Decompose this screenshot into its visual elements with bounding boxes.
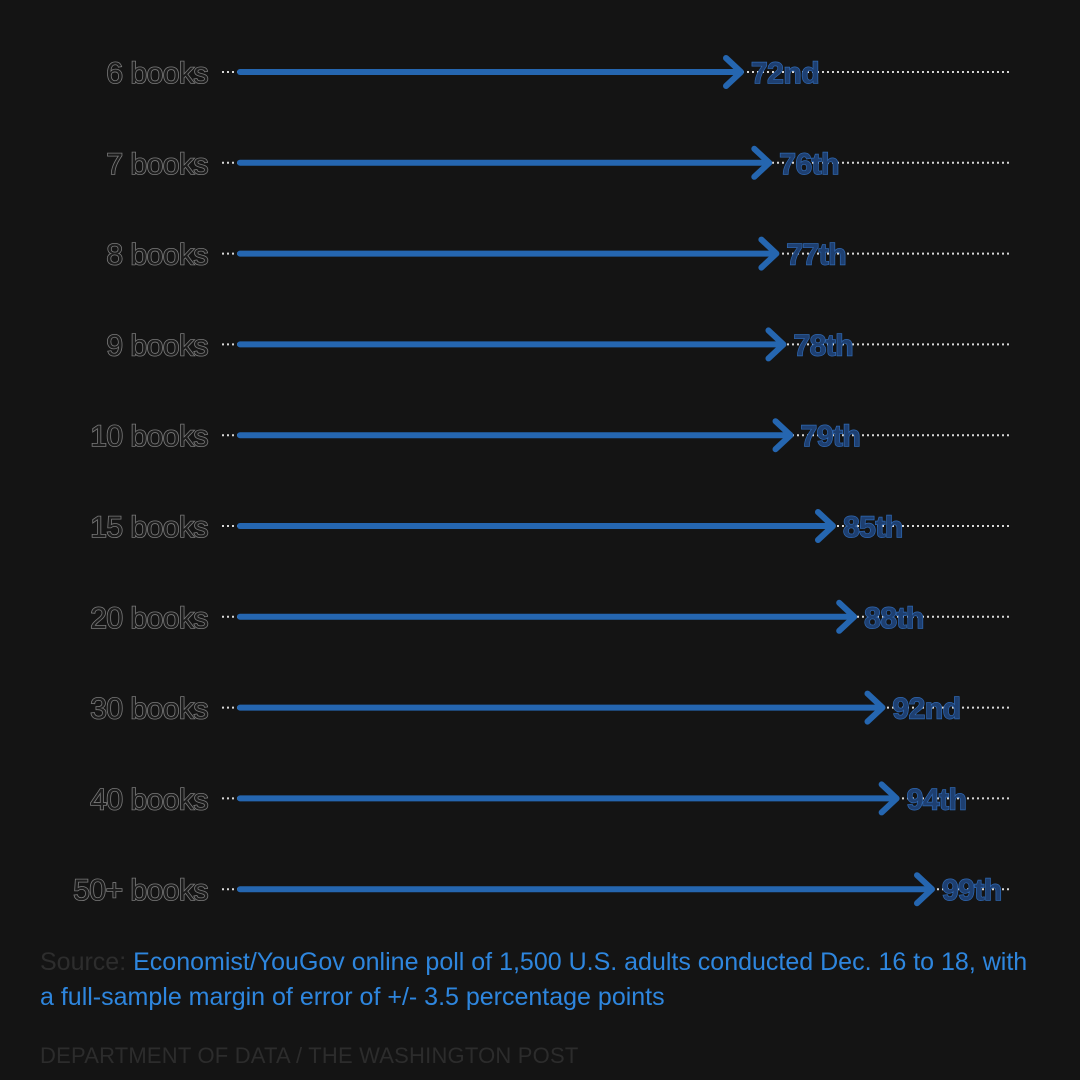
value-label: 79th xyxy=(801,420,861,453)
category-label: 10 books xyxy=(90,420,208,453)
value-label: 92nd xyxy=(892,693,960,726)
category-label: 30 books xyxy=(90,693,208,726)
arrowhead xyxy=(723,55,744,89)
arrowhead xyxy=(814,509,836,543)
source-prefix: Source: xyxy=(40,948,134,976)
chart-row: 30 books 92nd xyxy=(89,690,1012,726)
arrowhead xyxy=(836,599,858,634)
category-label: 9 books xyxy=(106,329,208,362)
value-label: 94th xyxy=(907,783,967,816)
value-label: 72nd xyxy=(751,57,819,90)
chart-row: 15 books 85th xyxy=(89,509,1012,545)
source-text: Economist/YouGov online poll of 1,500 U.… xyxy=(40,948,1028,1011)
category-label: 15 books xyxy=(90,511,208,544)
chart-row: 6 books 72nd xyxy=(106,55,1012,91)
arrowhead xyxy=(758,236,780,271)
chart-row: 50+ books 99th xyxy=(72,872,1012,908)
arrowhead xyxy=(765,327,787,362)
value-label: 78th xyxy=(793,329,853,362)
arrow-chart: 6 books 72nd 7 books 76th 8 books 77th 9 books… xyxy=(72,55,1012,908)
value-label: 77th xyxy=(786,239,846,272)
chart-row: 7 books 76th xyxy=(106,145,1012,182)
category-label: 40 books xyxy=(90,783,208,816)
category-label: 8 books xyxy=(106,239,208,272)
chart-row: 20 books 88th xyxy=(89,599,1012,636)
category-label: 50+ books xyxy=(73,874,208,907)
arrowhead xyxy=(772,418,794,453)
arrowhead xyxy=(914,872,935,907)
arrowhead xyxy=(864,690,886,725)
category-label: 6 books xyxy=(106,57,208,90)
value-label: 88th xyxy=(864,602,924,635)
value-label: 99th xyxy=(942,874,1002,907)
chart-row: 8 books 77th xyxy=(106,236,1012,272)
category-label: 7 books xyxy=(106,148,208,181)
credit-line: DEPARTMENT OF DATA / THE WASHINGTON POST xyxy=(40,1043,579,1068)
chart-row: 10 books 79th xyxy=(89,418,1012,454)
arrowhead xyxy=(878,781,900,816)
value-label: 76th xyxy=(779,148,839,181)
chart-row: 9 books 78th xyxy=(106,327,1012,363)
arrowhead xyxy=(751,145,773,180)
chart-row: 40 books 94th xyxy=(89,781,1012,817)
category-label: 20 books xyxy=(90,602,208,635)
value-label: 85th xyxy=(843,511,903,544)
source-note: Source: Economist/YouGov online poll of … xyxy=(40,945,1040,1015)
